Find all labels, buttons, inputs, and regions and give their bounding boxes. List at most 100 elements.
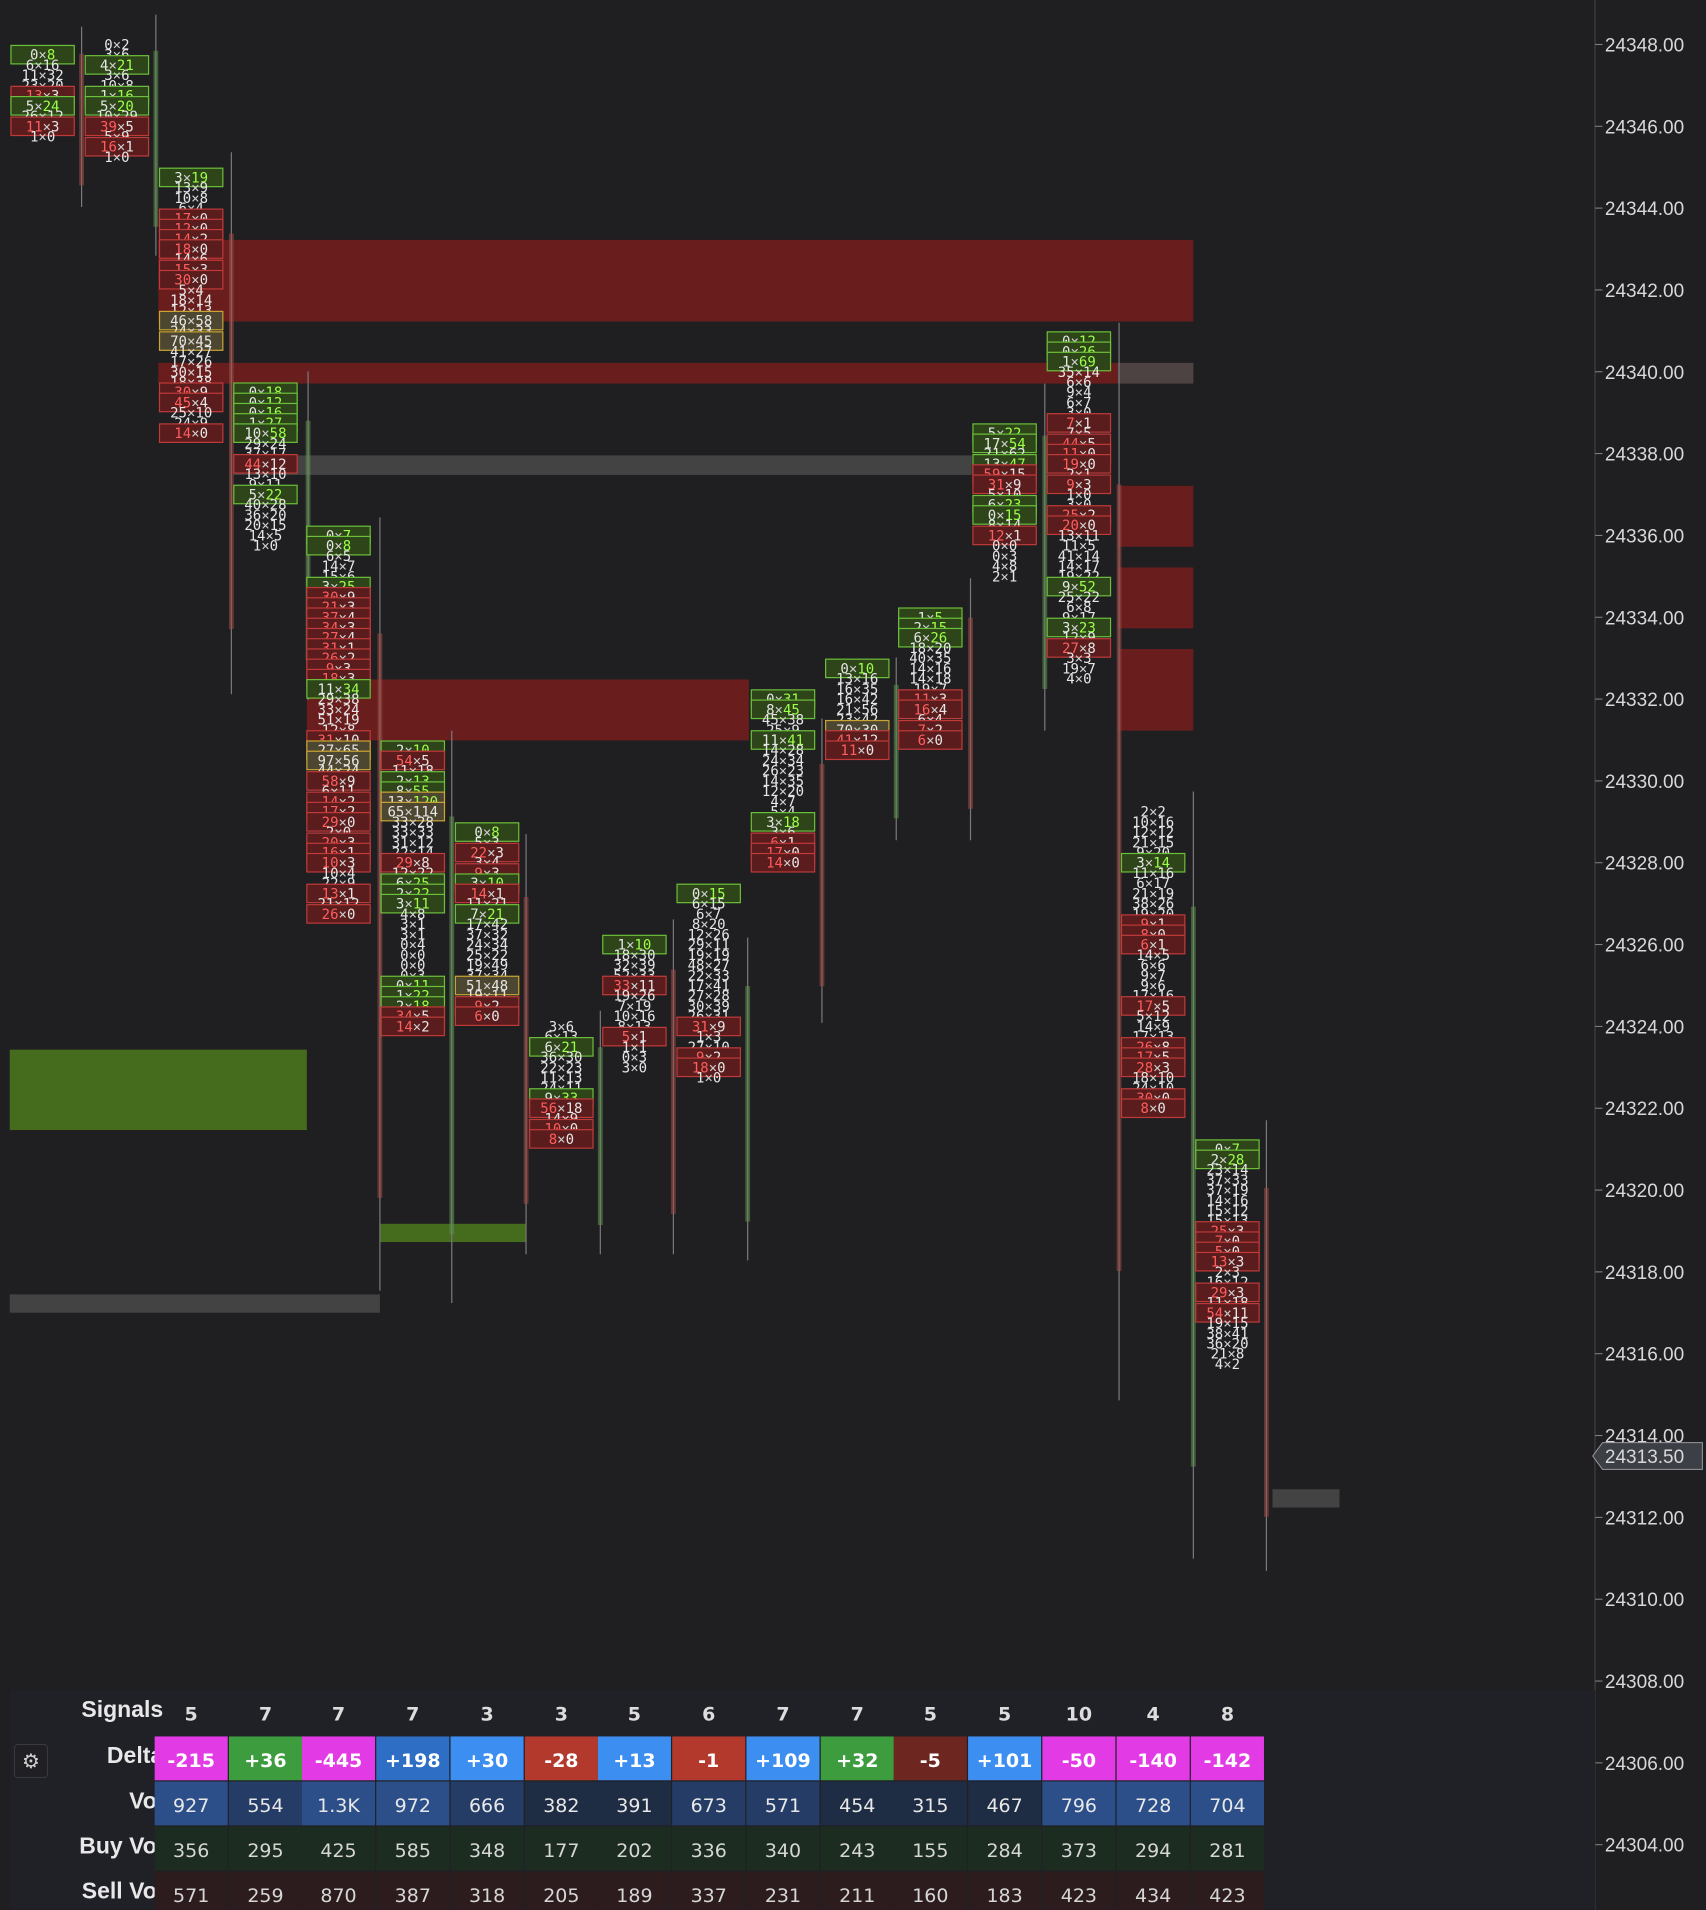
footprint-bar[interactable]: 0×156×156×78×2012×2629×1119×1948×2722×33… [676, 883, 741, 1087]
footprint-bar[interactable]: 0×70×86×514×715×63×2530×921×337×434×327×… [306, 525, 371, 924]
stats-cell-bg [597, 1736, 671, 1781]
footprint-bar[interactable]: 0×120×261×6935×146×69×46×73×07×17×544×51… [1046, 331, 1112, 688]
stats-signals-value: 3 [480, 1704, 493, 1726]
footprint-bar[interactable]: 1×52×156×2618×2040×3514×1614×1819×711×31… [898, 607, 963, 750]
footprint-cell-bg [306, 771, 371, 791]
footprint-cell: 70×45 [170, 334, 212, 350]
stats-cell-bg [746, 1781, 820, 1826]
candle-body [670, 969, 676, 1215]
footprint-bar[interactable]: 3×1913×910×86×417×012×014×218×014×615×33… [158, 167, 224, 443]
footprint-cell-bg [454, 842, 520, 863]
footprint-cell-bg [454, 883, 520, 904]
footprint-cell: 1×69 [1062, 355, 1096, 371]
stats-delta-value: +109 [755, 1750, 811, 1772]
footprint-cell: 5×1 [622, 1030, 647, 1046]
footprint-cell: 5×24 [26, 99, 60, 115]
stats-buy_vol-value: 202 [616, 1840, 652, 1862]
stats-cell-bg [1116, 1781, 1190, 1826]
footprint-cell: 36×30 [540, 1050, 582, 1066]
footprint-cell: 13×11 [1058, 528, 1100, 544]
sell-zone [306, 679, 749, 741]
footprint-cell-bg [1046, 515, 1112, 536]
stats-cell-bg [672, 1826, 746, 1871]
footprint-bar[interactable]: 2×1054×511×182×138×5513×12065×11433×2833… [380, 740, 446, 1037]
stats-cell-bg [1116, 1736, 1190, 1781]
stats-buy_vol-value: 356 [173, 1840, 209, 1862]
price-label: 24334.00 [1605, 608, 1684, 629]
footprint-cell: 9×4 [1066, 385, 1091, 401]
stats-signals-value: 5 [628, 1704, 641, 1726]
footprint-cell: 5×20 [100, 99, 134, 115]
stats-cell-bg [228, 1736, 302, 1781]
footprint-cell: 0×3 [992, 549, 1017, 565]
footprint-cell: 10×3 [322, 856, 356, 872]
footprint-cell-bg [306, 904, 371, 924]
footprint-cell-bg [454, 822, 520, 842]
gear-icon[interactable]: ⚙ [14, 1744, 48, 1778]
stats-cell-bg [597, 1871, 671, 1910]
footprint-cell: 9×3 [1066, 477, 1091, 493]
footprint-cell: 19×15 [1206, 1316, 1248, 1332]
footprint-cell: 8×0 [549, 1132, 574, 1148]
footprint-bar[interactable]: 0×85×322×33×49×33×1014×111×217×2117×4237… [454, 822, 520, 1027]
footprint-cell: 29×11 [688, 938, 730, 954]
footprint-cell: 21×15 [1132, 835, 1174, 851]
candle-body [1042, 435, 1048, 689]
footprint-cell: 19×49 [466, 958, 508, 974]
footprint-cell: 1×0 [30, 130, 55, 146]
footprint-cell: 5×4 [179, 283, 204, 299]
footprint-cell-bg [972, 433, 1037, 454]
footprint-bar[interactable]: 1×1018×3032×3952×3333×1119×267×1910×168×… [602, 934, 667, 1076]
footprint-cell-bg [454, 904, 520, 924]
footprint-cell: 19×26 [613, 989, 655, 1005]
footprint-bar[interactable]: 2×210×1612×1221×159×203×1411×166×1721×19… [1120, 805, 1186, 1119]
stats-cell-bg [376, 1781, 450, 1826]
footprint-cell-bg [972, 525, 1037, 546]
stats-buy_vol-value: 295 [247, 1840, 283, 1862]
footprint-cell: 18×0 [692, 1060, 726, 1076]
footprint-bar[interactable]: 0×72×2823×1437×3337×1914×1615×1215×1325×… [1195, 1139, 1260, 1373]
footprint-cell-bg [1120, 1098, 1186, 1119]
footprint-cell-bg [84, 136, 150, 157]
footprint-cell: 25×22 [1058, 590, 1100, 606]
footprint-cell: 22×23 [540, 1060, 582, 1076]
stats-cell-bg [524, 1736, 598, 1781]
footprint-cell: 14×5 [1136, 948, 1170, 964]
stats-cell-bg [1042, 1826, 1116, 1871]
footprint-cell: 11×3 [26, 119, 60, 135]
stats-buy_vol-value: 284 [986, 1840, 1022, 1862]
footprint-bar[interactable]: 5×2217×5421×6213×4759×1531×95×106×230×15… [972, 423, 1037, 585]
footprint-cell: 7×21 [470, 907, 504, 923]
footprint-cell: 45×38 [762, 713, 804, 729]
footprint-bar[interactable]: 0×180×120×161×2710×5829×2437×1744×1213×1… [233, 382, 298, 555]
stats-cell-bg [820, 1736, 894, 1781]
footprint-cell: 6×21 [544, 1040, 578, 1056]
footprint-bar[interactable]: 0×23×64×213×610×81×165×2010×2939×55×916×… [84, 37, 150, 166]
footprint-cell-bg [1195, 1282, 1260, 1303]
footprint-cell: 16×35 [836, 682, 878, 698]
footprint-bar[interactable]: 0×318×4545×3825×911×4114×2824×3426×2314×… [750, 689, 816, 873]
price-axis[interactable]: 24348.00 24346.00 24344.00 24342.00 24340.00… [1592, 35, 1703, 1857]
footprint-cell-bg [1046, 413, 1112, 433]
footprint-bar[interactable]: 3×66×136×2136×3022×2311×1324×119×3356×18… [529, 1019, 594, 1149]
stats-buy_vol-value: 348 [469, 1840, 505, 1862]
footprint-cell: 6×26 [913, 631, 947, 647]
stats-vol-value: 454 [839, 1795, 875, 1817]
candle-body [1116, 484, 1122, 1272]
price-label: 24324.00 [1605, 1017, 1684, 1038]
footprint-cell: 1×0 [1066, 488, 1091, 504]
footprint-bar[interactable]: 0×1013×1616×3516×4221×5623×4270×3041×121… [825, 658, 890, 761]
stats-cell-bg [154, 1781, 228, 1826]
footprint-cell: 14×18 [909, 672, 951, 688]
stats-sell_vol-value: 571 [173, 1885, 209, 1907]
stats-signals-value: 5 [924, 1704, 937, 1726]
stats-cell-bg [1042, 1781, 1116, 1826]
footprint-cell: 7×1 [1066, 416, 1091, 432]
candle-body [228, 233, 234, 630]
stats-cell-bg [820, 1871, 894, 1910]
footprint-cell: 11×5 [1062, 539, 1096, 555]
footprint-cell: 7×19 [618, 999, 652, 1015]
